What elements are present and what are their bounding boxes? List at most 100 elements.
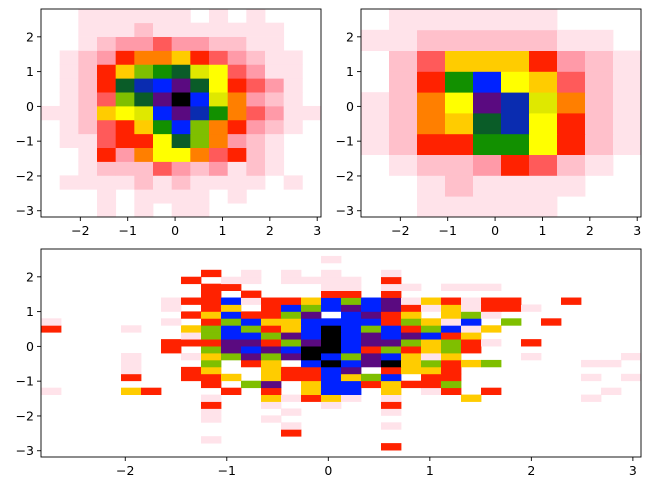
heatmap-cell xyxy=(265,36,285,51)
heatmap-cell xyxy=(301,304,322,312)
heatmap-cell xyxy=(265,22,285,37)
x-tick-label: 1 xyxy=(426,463,434,478)
heatmap-cell xyxy=(361,133,390,155)
heatmap-cell xyxy=(557,29,586,51)
heatmap-cell xyxy=(171,92,191,107)
heatmap-cell xyxy=(301,366,322,375)
heatmap-cell xyxy=(209,64,229,79)
heatmap-cell xyxy=(261,373,282,382)
heatmap-cell xyxy=(301,318,322,326)
heatmap-cell xyxy=(557,154,586,176)
heatmap-cell xyxy=(134,119,154,135)
heatmap-cell xyxy=(201,359,222,368)
heatmap-cell xyxy=(321,401,342,409)
heatmap-cell xyxy=(261,387,282,395)
heatmap-cell xyxy=(321,325,342,333)
heatmap-cell xyxy=(59,92,79,107)
heatmap-cell xyxy=(613,113,642,135)
heatmap-cell xyxy=(246,133,266,149)
heatmap-cell xyxy=(78,64,98,79)
heatmap-cell xyxy=(557,175,586,197)
heatmap-cell xyxy=(421,339,442,347)
heatmap-cell xyxy=(227,133,247,149)
heatmap-cell xyxy=(153,36,173,51)
heatmap-cell xyxy=(115,92,135,107)
heatmap-cell xyxy=(171,203,191,218)
heatmap-cell xyxy=(190,78,210,93)
heatmap-cell xyxy=(401,311,422,319)
heatmap-cell xyxy=(115,147,135,162)
heatmap-cell xyxy=(78,22,98,37)
heatmap-cell xyxy=(445,113,474,135)
heatmap-cell xyxy=(501,29,530,51)
heatmap-cell xyxy=(281,297,302,305)
heatmap-cell xyxy=(97,119,117,135)
heatmap-cell xyxy=(321,290,342,298)
heatmap-cell xyxy=(321,283,342,291)
heatmap-cell xyxy=(246,22,266,37)
heatmap-cell xyxy=(190,105,210,121)
x-tick-label: −1 xyxy=(438,223,456,238)
heatmap-cell xyxy=(417,133,446,155)
heatmap-cell xyxy=(341,276,362,285)
heatmap-cell xyxy=(246,175,266,190)
heatmap-cell xyxy=(361,304,382,312)
heatmap-cell xyxy=(246,64,266,79)
heatmap-cell xyxy=(401,380,422,389)
heatmap-cell xyxy=(321,346,342,354)
heatmap-cell xyxy=(381,422,402,430)
heatmap-cell xyxy=(389,92,418,114)
heatmap-cell xyxy=(134,92,154,107)
heatmap-cell xyxy=(241,325,262,333)
heatmap-cell xyxy=(461,283,482,291)
heatmap-cell xyxy=(283,92,303,107)
heatmap-cell xyxy=(529,133,558,155)
heatmap-cell xyxy=(227,22,247,37)
heatmap-cell xyxy=(473,196,502,218)
heatmap-cell xyxy=(265,50,285,65)
x-tick-label: 3 xyxy=(633,223,641,238)
heatmap-cell xyxy=(341,325,362,333)
heatmap-cell xyxy=(541,318,562,326)
heatmap-cell xyxy=(361,297,382,305)
axes-frame xyxy=(40,8,322,218)
heatmap-cell xyxy=(246,9,266,24)
heatmap-cell xyxy=(445,154,474,176)
heatmap-cell xyxy=(581,394,602,402)
heatmap-cell xyxy=(501,113,530,135)
heatmap-cell xyxy=(246,78,266,93)
heatmap-cell xyxy=(481,283,502,291)
heatmap-cell xyxy=(401,359,422,368)
heatmap-cell xyxy=(241,353,262,361)
heatmap-cell xyxy=(227,119,247,135)
heatmap-cell xyxy=(171,147,191,162)
heatmap-cell xyxy=(281,394,302,402)
heatmap-cell xyxy=(281,373,302,382)
heatmap-cell xyxy=(401,353,422,361)
heatmap-cell xyxy=(97,105,117,121)
heatmap-cell xyxy=(401,366,422,375)
heatmap-cell xyxy=(190,175,210,190)
heatmap-cell xyxy=(153,147,173,162)
heatmap-cell xyxy=(171,36,191,51)
heatmap-cell xyxy=(241,297,262,305)
heatmap-cell xyxy=(501,71,530,93)
heatmap-cell xyxy=(441,325,462,333)
heatmap-cell xyxy=(209,133,229,149)
heatmap-cell xyxy=(501,154,530,176)
heatmap-cell xyxy=(227,161,247,176)
heatmap-cell xyxy=(281,318,302,326)
heatmap-cell xyxy=(283,50,303,65)
heatmap-cell xyxy=(121,353,142,361)
heatmap-cell xyxy=(601,359,622,368)
heatmap-cell xyxy=(501,92,530,114)
heatmap-cell xyxy=(381,443,402,451)
heatmap-cell xyxy=(246,50,266,65)
heatmap-cell xyxy=(381,325,402,333)
heatmap-cell xyxy=(190,92,210,107)
heatmap-cell xyxy=(281,269,302,278)
heatmap-cell xyxy=(115,22,135,37)
heatmap-cell xyxy=(473,71,502,93)
heatmap-cell xyxy=(78,9,98,24)
heatmap-cell xyxy=(115,36,135,51)
